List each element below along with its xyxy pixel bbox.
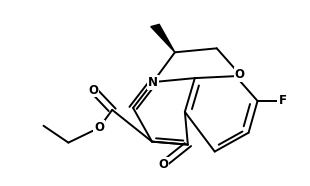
- Text: O: O: [88, 84, 98, 97]
- Text: O: O: [158, 158, 168, 171]
- Text: F: F: [278, 94, 286, 108]
- Text: O: O: [235, 68, 245, 81]
- Polygon shape: [151, 24, 175, 52]
- Text: O: O: [94, 121, 104, 134]
- Text: N: N: [148, 76, 158, 89]
